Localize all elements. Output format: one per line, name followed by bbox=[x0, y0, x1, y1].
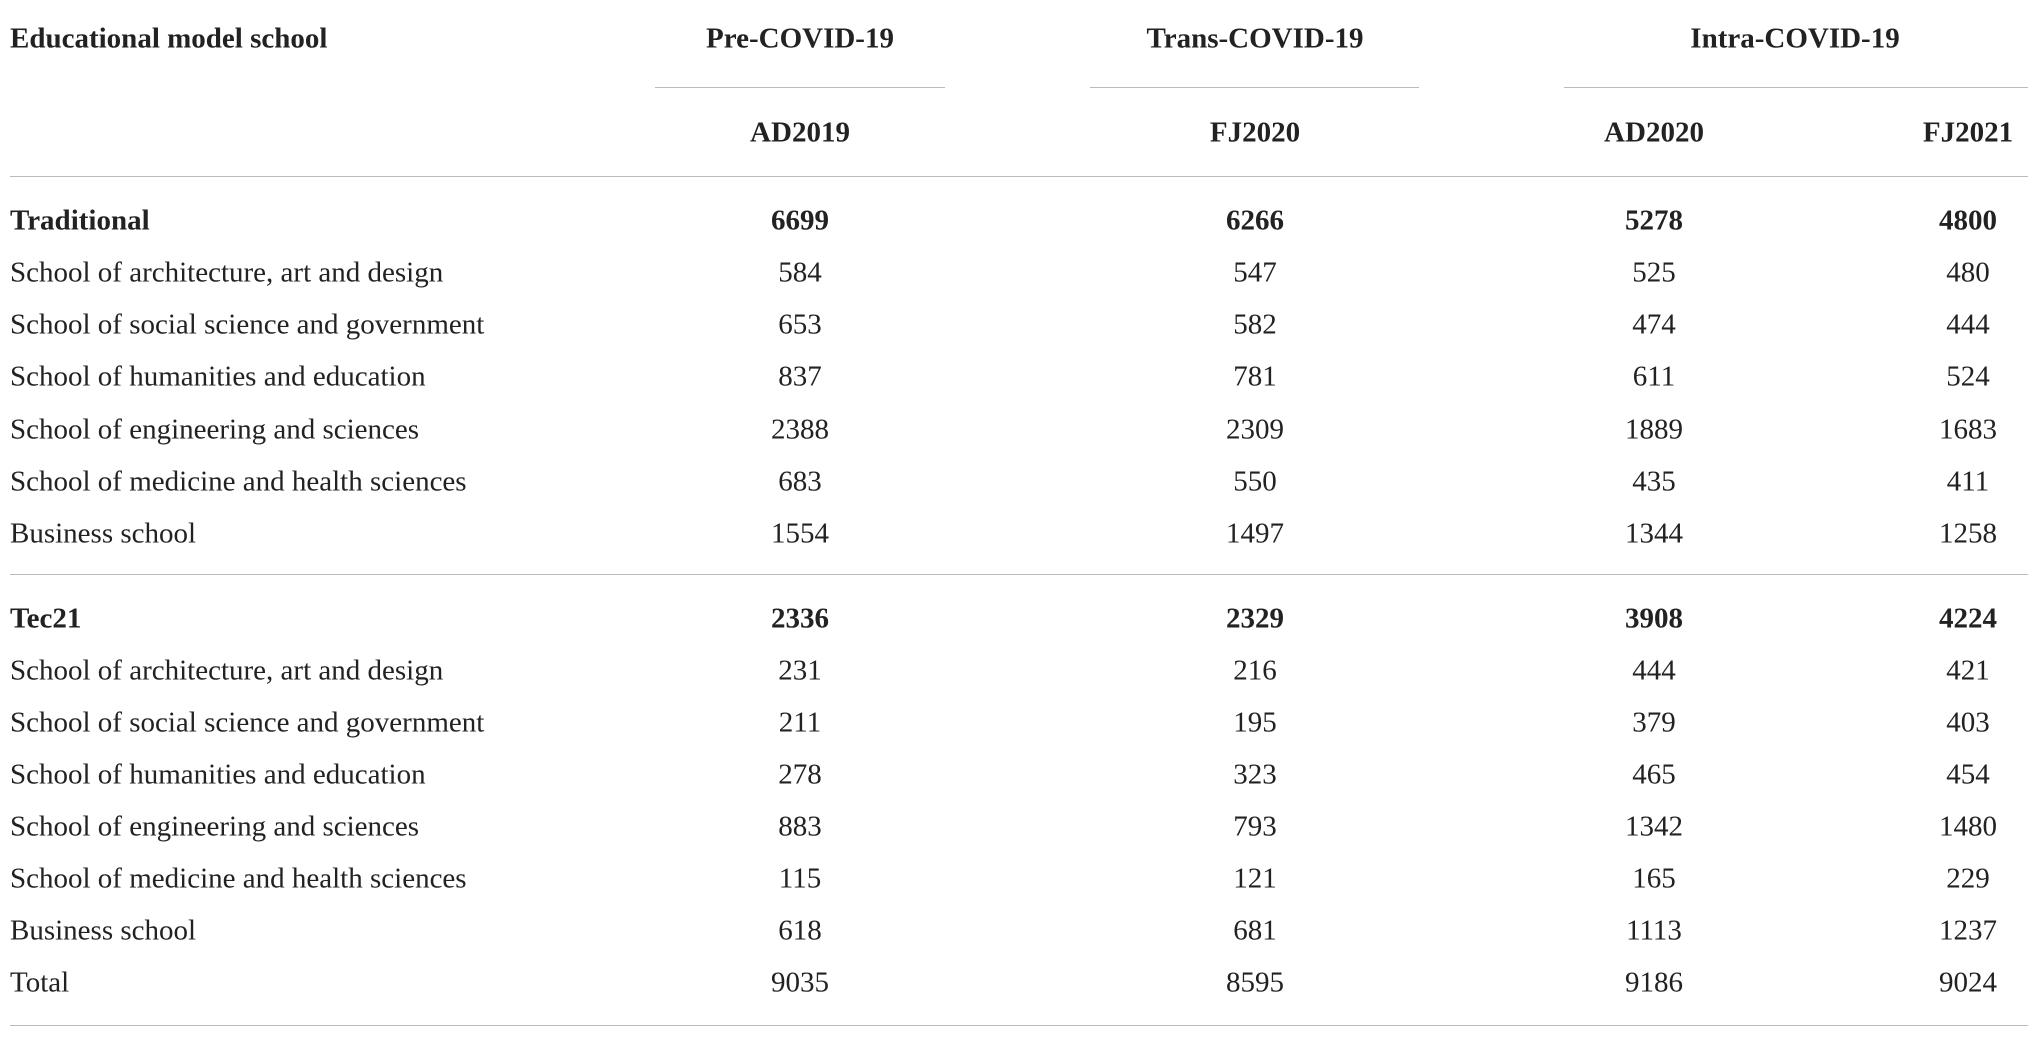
cell-value: 474 bbox=[1632, 308, 1676, 341]
column-header: AD2020 bbox=[1604, 116, 1704, 149]
cell-value: 1554 bbox=[771, 517, 829, 550]
bottom-rule bbox=[10, 1025, 2028, 1026]
cell-value: 8595 bbox=[1226, 966, 1284, 999]
row-label: School of humanities and education bbox=[10, 360, 426, 393]
cell-value: 379 bbox=[1632, 706, 1676, 739]
row-label: School of architecture, art and design bbox=[10, 256, 444, 289]
cell-value: 6699 bbox=[771, 204, 829, 237]
cell-value: 618 bbox=[778, 914, 822, 947]
cell-value: 4224 bbox=[1939, 602, 1997, 635]
cell-value: 2388 bbox=[771, 413, 829, 446]
cell-value: 1497 bbox=[1226, 517, 1284, 550]
row-label: School of medicine and health sciences bbox=[10, 465, 467, 498]
cell-value: 524 bbox=[1946, 360, 1990, 393]
row-label: School of social science and government bbox=[10, 308, 485, 341]
cell-value: 3908 bbox=[1625, 602, 1683, 635]
cell-value: 465 bbox=[1632, 758, 1676, 791]
row-label: Total bbox=[10, 966, 70, 999]
cell-value: 444 bbox=[1632, 654, 1676, 687]
group-header: Intra-COVID-19 bbox=[1690, 22, 1900, 55]
cell-value: 231 bbox=[778, 654, 822, 687]
cell-value: 611 bbox=[1632, 360, 1676, 393]
cell-value: 1237 bbox=[1939, 914, 1997, 947]
row-label: School of social science and government bbox=[10, 706, 485, 739]
cell-value: 681 bbox=[1233, 914, 1277, 947]
cell-value: 323 bbox=[1233, 758, 1277, 791]
header-rule bbox=[10, 176, 2028, 177]
cell-value: 683 bbox=[778, 465, 822, 498]
cell-value: 165 bbox=[1632, 862, 1676, 895]
cell-value: 278 bbox=[778, 758, 822, 791]
group-rule bbox=[1564, 87, 2028, 88]
group-header: Trans-COVID-19 bbox=[1146, 22, 1364, 55]
row-label: Business school bbox=[10, 914, 197, 947]
cell-value: 195 bbox=[1233, 706, 1277, 739]
group-rule bbox=[655, 87, 945, 88]
row-label: School of humanities and education bbox=[10, 758, 426, 791]
cell-value: 403 bbox=[1946, 706, 1990, 739]
cell-value: 837 bbox=[778, 360, 822, 393]
cell-value: 1113 bbox=[1626, 914, 1682, 947]
cell-value: 5278 bbox=[1625, 204, 1683, 237]
cell-value: 781 bbox=[1233, 360, 1277, 393]
row-label: Business school bbox=[10, 517, 197, 550]
cell-value: 547 bbox=[1233, 256, 1277, 289]
cell-value: 2309 bbox=[1226, 413, 1284, 446]
cell-value: 9186 bbox=[1625, 966, 1683, 999]
cell-value: 6266 bbox=[1226, 204, 1284, 237]
cell-value: 883 bbox=[778, 810, 822, 843]
cell-value: 1258 bbox=[1939, 517, 1997, 550]
cell-value: 653 bbox=[778, 308, 822, 341]
column-header: FJ2021 bbox=[1922, 116, 2014, 149]
cell-value: 2329 bbox=[1226, 602, 1284, 635]
header-title: Educational model school bbox=[10, 22, 328, 55]
cell-value: 4800 bbox=[1939, 204, 1997, 237]
cell-value: 1889 bbox=[1625, 413, 1683, 446]
section-rule bbox=[10, 574, 2028, 575]
cell-value: 411 bbox=[1946, 465, 1990, 498]
cell-value: 421 bbox=[1946, 654, 1990, 687]
cell-value: 582 bbox=[1233, 308, 1277, 341]
cell-value: 525 bbox=[1632, 256, 1676, 289]
cell-value: 1342 bbox=[1625, 810, 1683, 843]
cell-value: 444 bbox=[1946, 308, 1990, 341]
row-label: School of engineering and sciences bbox=[10, 810, 420, 843]
cell-value: 115 bbox=[778, 862, 822, 895]
row-label: School of medicine and health sciences bbox=[10, 862, 467, 895]
row-label: School of architecture, art and design bbox=[10, 654, 444, 687]
row-label: Tec21 bbox=[10, 602, 82, 635]
cell-value: 121 bbox=[1233, 862, 1277, 895]
cell-value: 435 bbox=[1632, 465, 1676, 498]
group-header: Pre-COVID-19 bbox=[706, 22, 894, 55]
column-header: AD2019 bbox=[750, 116, 850, 149]
cell-value: 229 bbox=[1946, 862, 1990, 895]
group-rule bbox=[1090, 87, 1419, 88]
cell-value: 9024 bbox=[1939, 966, 1997, 999]
cell-value: 793 bbox=[1233, 810, 1277, 843]
cell-value: 1480 bbox=[1939, 810, 1997, 843]
cell-value: 216 bbox=[1233, 654, 1277, 687]
cell-value: 2336 bbox=[771, 602, 829, 635]
cell-value: 454 bbox=[1946, 758, 1990, 791]
cell-value: 1683 bbox=[1939, 413, 1997, 446]
cell-value: 584 bbox=[778, 256, 822, 289]
cell-value: 9035 bbox=[771, 966, 829, 999]
row-label: School of engineering and sciences bbox=[10, 413, 420, 446]
row-label: Traditional bbox=[10, 204, 150, 237]
column-header: FJ2020 bbox=[1209, 116, 1301, 149]
cell-value: 480 bbox=[1946, 256, 1990, 289]
cell-value: 550 bbox=[1233, 465, 1277, 498]
cell-value: 1344 bbox=[1625, 517, 1683, 550]
cell-value: 211 bbox=[778, 706, 822, 739]
